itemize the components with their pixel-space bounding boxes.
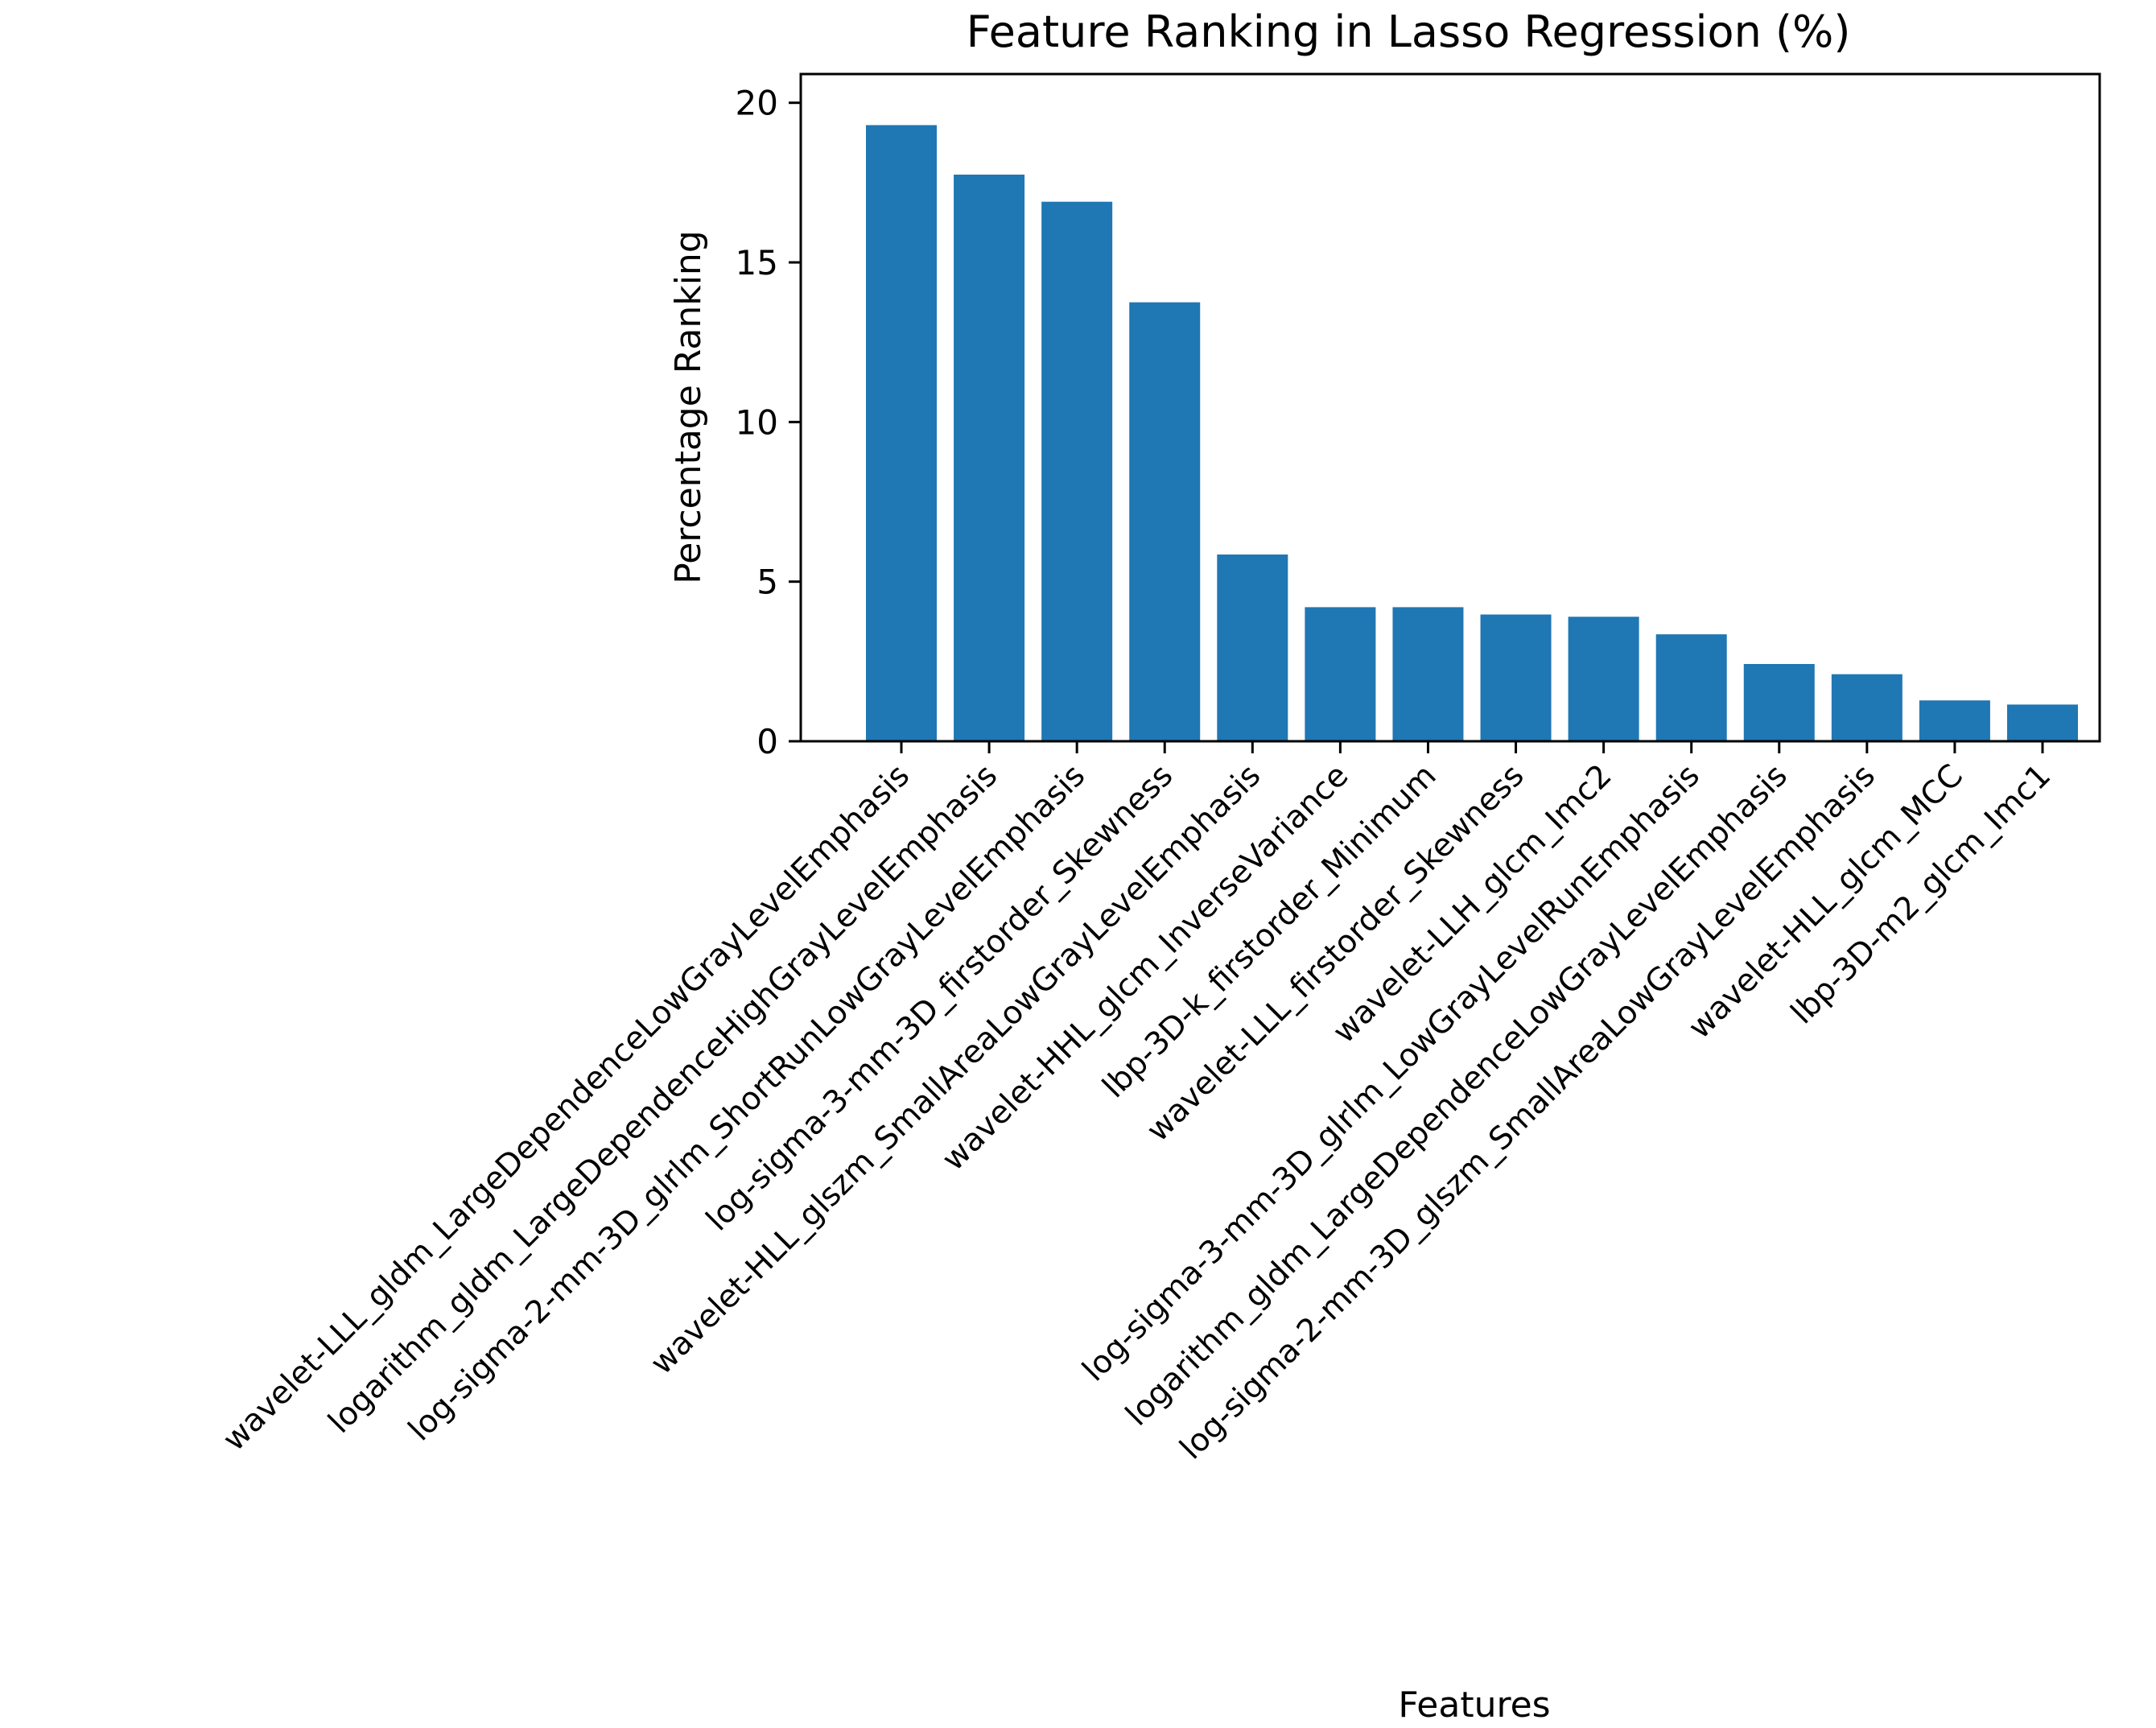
plot-frame [799, 72, 2101, 743]
bar-12 [1831, 674, 1902, 741]
y-tick-label-20: 20 [736, 84, 778, 123]
bar-5 [1217, 554, 1288, 741]
bar-14 [2007, 704, 2078, 741]
bar-9 [1568, 617, 1639, 741]
chart-title: Feature Ranking in Lasso Regression (%) [967, 6, 1851, 57]
y-tick-label-0: 0 [756, 722, 778, 761]
bar-2 [954, 174, 1025, 742]
bar-4 [1129, 302, 1201, 742]
y-tick-label-15: 15 [736, 243, 778, 283]
bar-10 [1655, 634, 1727, 741]
bar-6 [1305, 607, 1376, 741]
bars-layer [866, 125, 2078, 742]
y-axis: 0 5 10 15 20 [736, 84, 801, 761]
x-axis-label: Features [1398, 1685, 1550, 1726]
bar-11 [1743, 664, 1815, 741]
bar-13 [1919, 700, 1990, 741]
y-tick-label-10: 10 [736, 402, 778, 442]
bar-3 [1041, 201, 1113, 742]
bar-1 [866, 125, 937, 741]
bar-8 [1480, 614, 1552, 741]
bar-7 [1392, 607, 1464, 741]
y-axis-label: Percentage Ranking [668, 230, 709, 584]
y-tick-label-5: 5 [756, 563, 778, 602]
